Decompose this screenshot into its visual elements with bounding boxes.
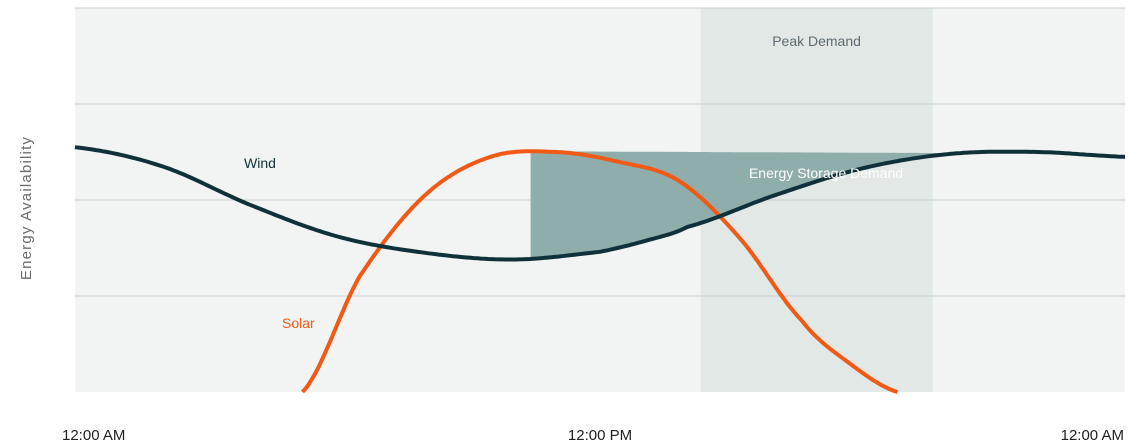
solar-series-line <box>301 149 899 394</box>
y-axis-title: Energy Availability <box>18 136 35 280</box>
peak-demand-label: Peak Demand <box>772 33 861 49</box>
gridlines <box>75 7 1125 297</box>
solar-series-label: Solar <box>282 315 315 331</box>
x-tick-label: 12:00 AM <box>1061 427 1124 444</box>
energy-storage-demand-label: Energy Storage Demand <box>749 165 903 181</box>
wind-series-label: Wind <box>244 155 276 171</box>
x-tick-label: 12:00 AM <box>62 427 125 444</box>
x-tick-label: 12:00 PM <box>568 427 632 444</box>
wind-series-line <box>74 145 1126 262</box>
